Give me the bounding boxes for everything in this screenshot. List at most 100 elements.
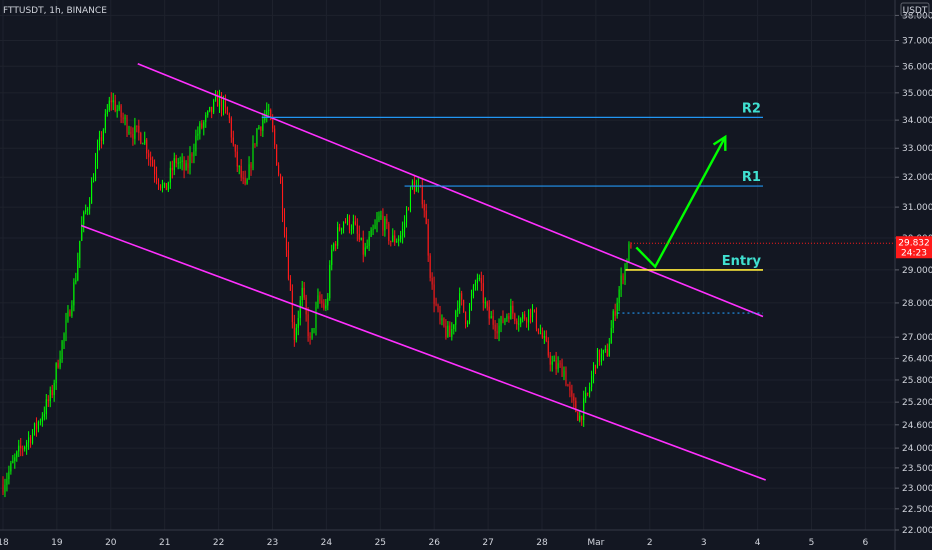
candle-body [378, 216, 380, 221]
candle-body [384, 218, 386, 231]
candle-body [183, 160, 185, 171]
price-tick-label: 22.000 [902, 526, 932, 536]
candle-body [398, 238, 400, 241]
candle-body [504, 318, 506, 323]
candle-body [591, 376, 593, 388]
candle-body [362, 237, 364, 255]
candle-body [335, 243, 337, 246]
candle-body [337, 227, 339, 246]
r1-label: R1 [742, 170, 761, 185]
candle-body [240, 166, 242, 178]
candle-body [110, 100, 112, 103]
candle-body [323, 303, 325, 309]
candle-body [96, 146, 99, 161]
candle-body [415, 186, 417, 192]
candle-body [626, 261, 628, 265]
candle-body [4, 485, 6, 493]
candle-body [577, 412, 579, 421]
candle-body [315, 306, 317, 329]
candle-body [630, 244, 632, 249]
candle-body [522, 314, 524, 319]
candle-body [518, 323, 520, 325]
candle-body [215, 95, 217, 101]
time-tick-label: 21 [159, 538, 170, 548]
candle-body [604, 348, 606, 350]
candle-body [20, 445, 22, 449]
candle-body [405, 209, 408, 223]
candle-body [85, 210, 87, 213]
candle-body [571, 390, 573, 397]
candle-body [35, 422, 38, 429]
candle-body [480, 277, 482, 284]
candle-body [73, 282, 75, 306]
entry-label: Entry [722, 254, 762, 269]
time-axis[interactable]: 18 19 20 21 22 23 24 25 26 27 28 Mar 2 3 4 5 6 [0, 538, 869, 548]
candle-body [195, 135, 197, 152]
candle-body [144, 139, 146, 144]
candle-body [31, 432, 34, 444]
candle-body [93, 180, 95, 182]
candle-body [47, 399, 49, 402]
candle-body [148, 153, 150, 158]
time-tick-label: 22 [213, 538, 224, 548]
candle-body [400, 235, 402, 239]
candle-body [181, 160, 183, 162]
time-tick-label: 20 [105, 538, 117, 548]
last-price-value: 29.832 [898, 238, 930, 248]
candle-body [244, 177, 246, 184]
candle-body [553, 360, 555, 362]
candle-body [291, 290, 293, 323]
candle-body [116, 109, 118, 112]
candle-body [455, 310, 457, 325]
candle-body [51, 389, 53, 396]
candle-body [87, 208, 89, 211]
candle-body [533, 309, 536, 311]
candle-body [226, 107, 228, 115]
candle-body [465, 311, 467, 325]
candle-body [14, 457, 16, 461]
candle-body [311, 328, 313, 338]
candle-body [309, 336, 311, 338]
candle-body [407, 209, 410, 211]
candle-body [142, 143, 144, 145]
price-tick-label: 25.200 [902, 398, 932, 408]
candle-body [197, 133, 199, 136]
price-tick-label: 35.000 [902, 89, 932, 99]
candle-body [325, 305, 327, 309]
currency-badge[interactable]: USDT [900, 2, 930, 17]
price-tick-label: 24.600 [902, 421, 932, 431]
candle-body [537, 328, 539, 334]
time-tick-label: 19 [51, 538, 63, 548]
candle-body [193, 151, 195, 157]
candle-body [512, 305, 514, 314]
price-tick-label: 34.000 [902, 116, 932, 126]
candle-body [203, 122, 205, 128]
candle-body [457, 308, 459, 311]
last-price-countdown: 24:23 [901, 248, 927, 258]
candle-body [299, 300, 301, 319]
candle-body [341, 228, 343, 231]
candle-body [482, 283, 484, 303]
candle-body [329, 265, 331, 299]
candle-body [551, 361, 553, 365]
candle-body [270, 109, 272, 120]
candle-body [75, 280, 77, 283]
candle-body [65, 320, 67, 334]
candle-body [494, 324, 496, 332]
candle-body [217, 95, 219, 107]
candle-body [69, 311, 71, 316]
candle-body [530, 309, 532, 318]
candle-body [370, 229, 372, 237]
candle-body [185, 163, 187, 171]
time-tick-label: 27 [482, 538, 493, 548]
candle-body [319, 295, 321, 301]
candle-body [285, 234, 287, 251]
candle-body [449, 325, 451, 337]
candle-body [238, 166, 240, 168]
candle-body [161, 184, 163, 189]
candle-body [453, 324, 455, 330]
candle-body [528, 309, 530, 323]
candle-body [472, 285, 475, 297]
candle-body [331, 249, 333, 266]
